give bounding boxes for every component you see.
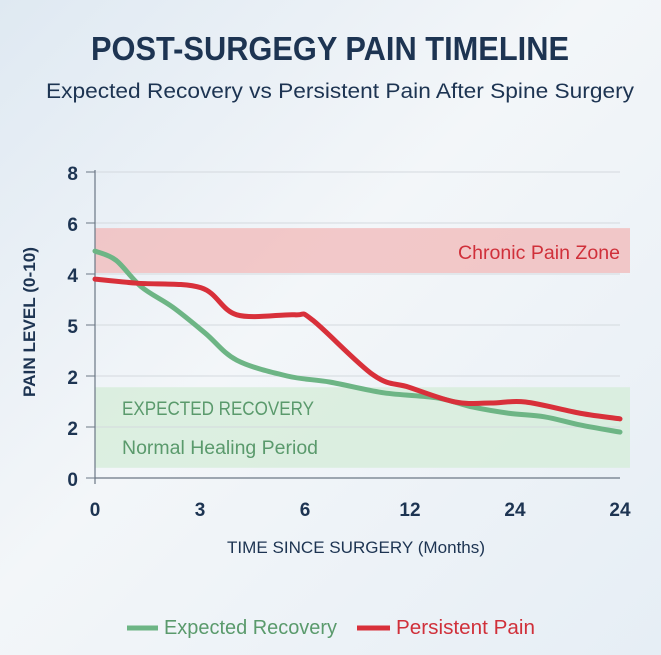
- x-tick-label: 24: [504, 500, 526, 521]
- chart-band-1: [95, 387, 630, 468]
- chart-band-0: [95, 228, 630, 273]
- x-tick-label: 24: [609, 500, 631, 521]
- chart-band-sublabel-expected: Normal Healing Period: [122, 438, 318, 459]
- x-axis-label: TIME SINCE SURGERY (Months): [227, 538, 485, 557]
- y-tick-label: 4: [67, 266, 78, 287]
- y-tick-label: 0: [67, 470, 78, 491]
- y-axis-label: PAIN LEVEL (0-10): [20, 247, 39, 397]
- y-tick-label: 2: [67, 368, 78, 389]
- chart-title: POST-SURGEGY PAIN TIMELINE: [91, 30, 569, 67]
- chart-subtitle: Expected Recovery vs Persistent Pain Aft…: [46, 80, 635, 103]
- x-tick-label: 6: [300, 500, 311, 521]
- series-line-expected-recovery: [92, 248, 623, 435]
- chart-band-label-chronic: Chronic Pain Zone: [458, 243, 620, 264]
- y-tick-label: 5: [67, 317, 78, 338]
- y-tick-label: 2: [67, 419, 78, 440]
- series-line-persistent-pain: [92, 276, 623, 422]
- x-tick-label: 0: [90, 500, 101, 521]
- legend: Expected Recovery Persistent Pain: [127, 617, 535, 639]
- x-tick-label: 12: [399, 500, 420, 521]
- legend-label-persistent: Persistent Pain: [396, 617, 535, 639]
- legend-label-expected: Expected Recovery: [164, 617, 337, 639]
- y-tick-label: 8: [67, 164, 78, 185]
- x-tick-label: 3: [195, 500, 206, 521]
- y-tick-label: 6: [67, 215, 78, 236]
- chart-band-label-expected: EXPECTED RECOVERY: [122, 399, 314, 420]
